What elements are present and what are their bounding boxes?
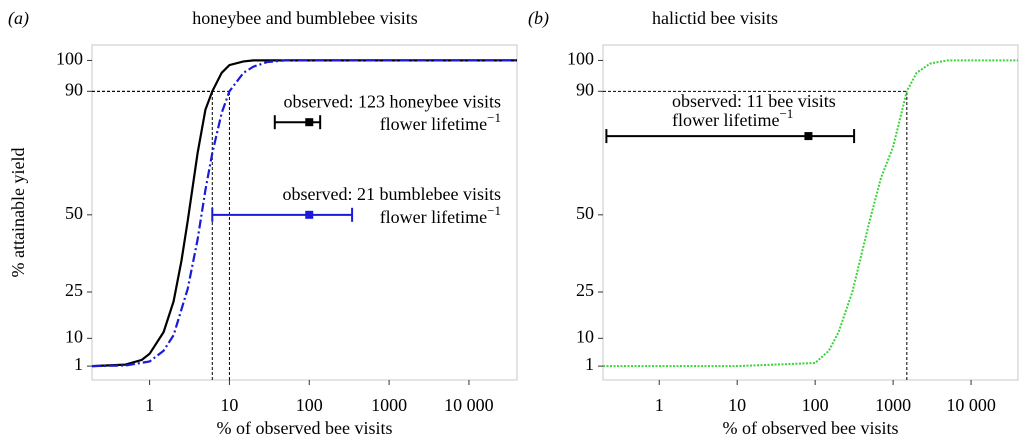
point: [305, 118, 314, 127]
y-tick-label: 1: [585, 354, 594, 374]
x-axis-label: % of observed bee visits: [723, 418, 899, 438]
y-tick-label: 1: [74, 354, 83, 374]
panel-label: (b): [528, 8, 549, 29]
y-tick-label: 25: [576, 280, 594, 300]
line-series: [91, 59, 517, 368]
y-tick-label: 10: [576, 326, 594, 346]
annotation: flower lifetime−1: [672, 106, 793, 130]
panel-label: (a): [8, 8, 29, 29]
x-tick-label: 10: [728, 395, 746, 415]
annotation-text: flower lifetime: [672, 110, 779, 130]
annotation: flower lifetime−1: [380, 203, 501, 227]
plot-frame: [91, 44, 518, 381]
point: [804, 132, 813, 141]
x-tick-label: 100: [296, 395, 323, 415]
x-tick-label: 1000: [371, 395, 407, 415]
x-tick-label: 100: [802, 395, 829, 415]
y-tick-label: 90: [576, 79, 594, 99]
y-tick-label: 100: [56, 49, 83, 69]
x-tick-label: 1: [655, 395, 664, 415]
x-axis-label: % of observed bee visits: [217, 418, 393, 438]
y-tick-label: 25: [65, 280, 83, 300]
line-series: [91, 59, 517, 368]
y-tick-label: 100: [567, 49, 594, 69]
annotation-text: flower lifetime: [380, 207, 487, 227]
x-tick-label: 1000: [875, 395, 911, 415]
y-tick-label: 50: [65, 203, 83, 223]
annotation: observed: 21 bumblebee visits: [283, 184, 501, 204]
annotation: observed: 123 honeybee visits: [284, 91, 501, 111]
annotation-superscript: −1: [487, 110, 501, 125]
x-tick-label: 10: [220, 395, 238, 415]
chart-title: halictid bee visits: [652, 8, 778, 28]
annotation-superscript: −1: [487, 203, 501, 218]
plot-frame: [602, 44, 1019, 381]
annotation-superscript: −1: [779, 106, 793, 121]
annotation: flower lifetime−1: [380, 110, 501, 134]
line-series: [603, 59, 1018, 368]
y-tick-label: 10: [65, 326, 83, 346]
annotation: observed: 11 bee visits: [672, 91, 836, 111]
y-tick-label: 90: [65, 79, 83, 99]
point: [305, 210, 314, 219]
y-axis-label: % attainable yield: [8, 148, 28, 278]
y-tick-label: 50: [576, 203, 594, 223]
chart-title: honeybee and bumblebee visits: [192, 8, 417, 28]
annotation-text: flower lifetime: [380, 114, 487, 134]
x-tick-label: 10 000: [444, 395, 494, 415]
x-tick-label: 10 000: [946, 395, 996, 415]
x-tick-label: 1: [145, 395, 154, 415]
